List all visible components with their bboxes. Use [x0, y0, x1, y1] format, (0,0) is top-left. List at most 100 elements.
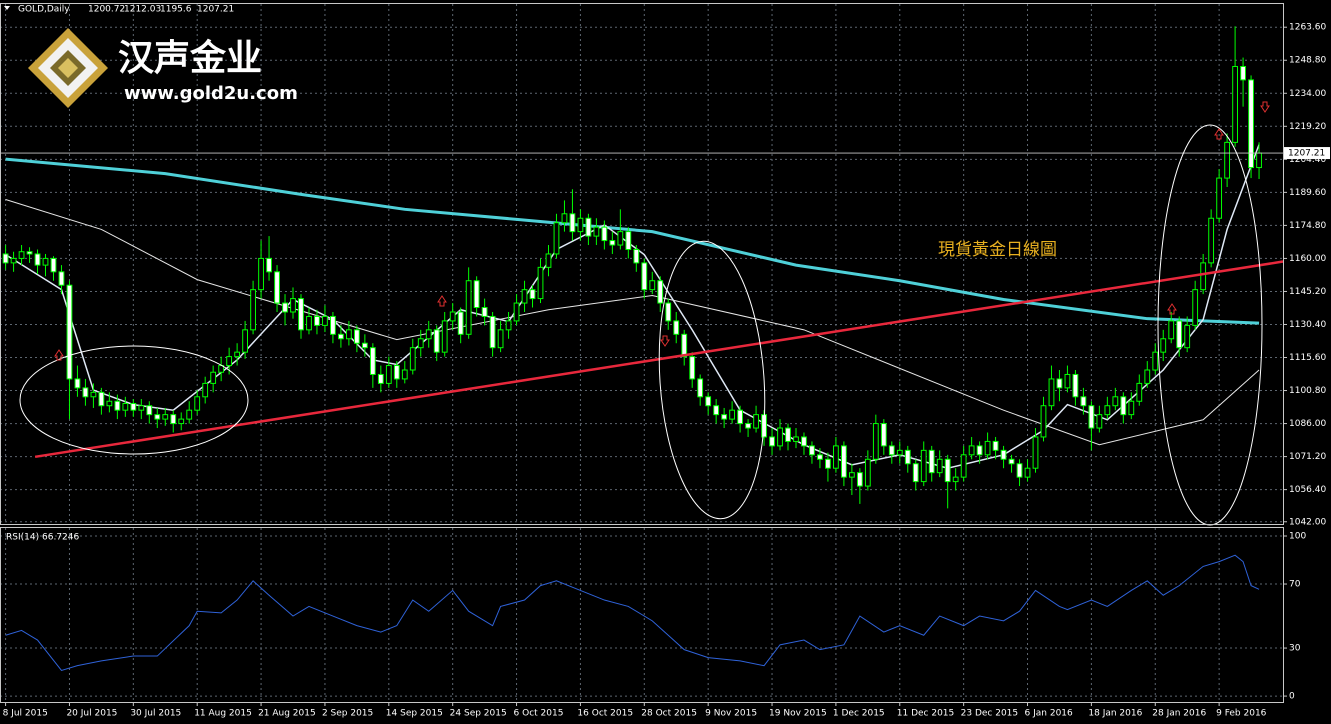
candle-body [1208, 217, 1215, 264]
candle-body [920, 449, 927, 483]
candle-body [393, 365, 400, 380]
logo-diamond [58, 58, 78, 78]
candle-body [777, 427, 783, 447]
y-tick-label: 70 [1289, 580, 1301, 590]
candle-body [74, 378, 81, 389]
y-tick-label: 1248.80 [1289, 56, 1326, 66]
header-open: 1200.72 [88, 5, 125, 15]
candle-body [385, 365, 392, 384]
rsi-line [5, 554, 1260, 672]
candle-body [872, 423, 879, 460]
candle-body [1256, 152, 1262, 169]
candle-body [601, 226, 608, 242]
candle-body [888, 445, 895, 456]
x-tick-label: 8 Jul 2015 [3, 709, 48, 719]
candle-body [1104, 405, 1111, 416]
candle-body [769, 436, 775, 447]
y-tick-label: 1071.20 [1289, 452, 1326, 462]
candle-body [489, 315, 496, 349]
candle-body [928, 449, 935, 474]
candle-body [593, 226, 600, 237]
candle-body [713, 405, 720, 416]
candle-body [154, 414, 161, 420]
y-tick-label: 1189.60 [1289, 188, 1326, 198]
y-tick-label: 0 [1289, 692, 1295, 702]
y-tick-label: 1160.00 [1289, 254, 1326, 264]
candle-body [609, 240, 616, 246]
candle-body [984, 440, 991, 456]
candle-body [1192, 289, 1199, 326]
candle-body [825, 458, 831, 469]
candle-body [689, 356, 696, 380]
candle-body [577, 217, 584, 233]
candle-body [50, 257, 57, 273]
candle-body [433, 329, 440, 353]
candle-body [585, 217, 592, 237]
candle-body [473, 280, 480, 309]
x-tick-label: 24 Sep 2015 [450, 709, 507, 719]
candle-body [425, 329, 432, 340]
candle-body [1040, 405, 1047, 438]
candle-body [234, 351, 241, 358]
x-tick-label: 9 Nov 2015 [705, 709, 757, 719]
y-tick-label: 1263.60 [1289, 23, 1326, 33]
candle-body [66, 284, 73, 380]
candle-body [282, 302, 288, 313]
candle-body [130, 402, 137, 411]
candle-body [1096, 414, 1103, 429]
candle-body [82, 387, 89, 398]
candle-body [98, 391, 105, 407]
candle-body [322, 315, 328, 326]
candle-body [306, 315, 312, 331]
rsi-value: 66.7246 [42, 533, 79, 543]
candle-body [1112, 396, 1119, 407]
y-tick-label: 100 [1289, 532, 1306, 542]
candle-body [58, 271, 65, 286]
x-tick-label: 1 Dec 2015 [833, 709, 885, 719]
candle-body [665, 302, 672, 322]
candle-body [801, 436, 807, 447]
candle-body [1088, 405, 1095, 429]
up-arrow [437, 295, 447, 307]
candle-body [649, 280, 656, 291]
down-arrow [1260, 101, 1270, 113]
candle-body [1176, 320, 1183, 349]
x-tick-label: 2 Sep 2015 [322, 709, 373, 719]
price-label-box [1284, 147, 1330, 160]
y-tick-label: 1056.40 [1289, 485, 1326, 495]
candle-body [745, 423, 751, 429]
candle-body [26, 251, 33, 255]
candle-body [1184, 324, 1191, 349]
candle-body [1080, 396, 1087, 407]
candle-body [314, 315, 320, 326]
candle-body [1240, 65, 1246, 81]
candle-body [864, 458, 871, 487]
candle-body [1232, 65, 1238, 143]
header-high: 1212.03 [124, 5, 161, 15]
candle-body [1152, 351, 1159, 371]
candle-body [194, 396, 201, 411]
y-tick-label: 1174.80 [1289, 221, 1326, 231]
candle-body [880, 423, 887, 447]
up-arrow [1214, 128, 1224, 140]
candle-body [210, 371, 217, 384]
candle-body [968, 445, 975, 456]
candle-body [18, 251, 25, 259]
up-arrow [54, 349, 64, 361]
x-tick-label: 11 Aug 2015 [194, 709, 252, 719]
candle-body [521, 289, 528, 304]
main-frame [0, 3, 1284, 525]
up-arrow [1167, 303, 1177, 315]
x-tick-label: 9 Feb 2016 [1216, 709, 1267, 719]
x-tick-label: 6 Oct 2015 [514, 709, 564, 719]
candle-body [114, 400, 121, 411]
candle-body [840, 445, 847, 478]
candle-body [960, 454, 967, 478]
candle-body [409, 347, 416, 371]
y-tick-label: 1130.40 [1289, 320, 1326, 330]
moving-average [5, 199, 1260, 446]
y-tick-label: 1100.80 [1289, 386, 1326, 396]
candle-body [1128, 400, 1135, 416]
candle-body [896, 449, 903, 456]
